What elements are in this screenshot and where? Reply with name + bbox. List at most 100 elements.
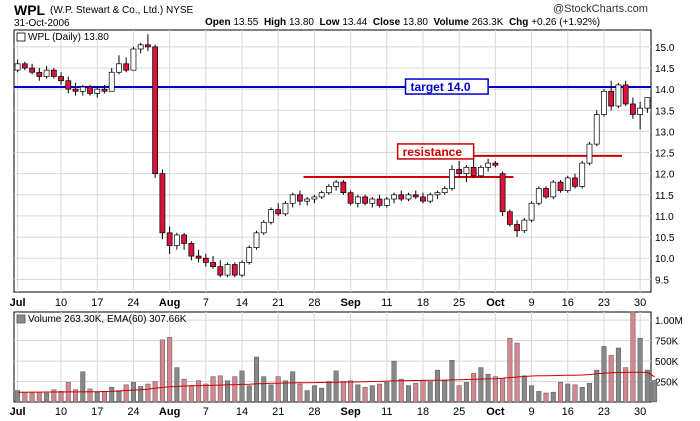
volume-bar (536, 391, 542, 403)
volume-tick-label: 500K (655, 357, 679, 368)
price-legend-swatch (16, 32, 26, 42)
candle-down (145, 44, 151, 48)
candle-up (173, 234, 180, 246)
volume-bar (406, 385, 411, 403)
volume-ema-line (17, 371, 655, 393)
ticker-symbol: WPL (14, 2, 46, 18)
volume-x-tick-label: 9 (529, 406, 535, 418)
annotation-label-box (404, 78, 489, 95)
volume-bar (550, 391, 556, 403)
price-x-tick-label: Oct (486, 297, 505, 309)
candle-up (354, 196, 361, 204)
volume-bar (159, 339, 165, 403)
candle-down (376, 198, 383, 206)
volume-x-tick-label: 7 (203, 406, 209, 418)
volume-x-tick-label: 28 (308, 406, 320, 418)
volume-panel (13, 311, 652, 403)
candle-down (50, 69, 57, 77)
volume-bar (384, 382, 390, 403)
price-x-tick-label: 16 (562, 297, 574, 309)
candle-up (79, 86, 86, 92)
candle-up (391, 194, 397, 200)
candle-down (456, 169, 463, 175)
candle-down (123, 63, 130, 71)
volume-x-tick-label: Jul (10, 406, 26, 418)
volume-bar (644, 369, 650, 403)
annotation-label: target 14.0 (411, 80, 471, 94)
volume-bar (529, 385, 535, 403)
candle-down (398, 194, 405, 200)
price-x-tick-label: 25 (453, 297, 465, 309)
candle-down (72, 88, 79, 92)
candle-up (282, 202, 289, 215)
volume-x-tick-label: Oct (486, 406, 505, 418)
volume-bar (326, 381, 332, 403)
volume-bar (601, 346, 607, 403)
annotation-label-box (396, 143, 475, 160)
volume-bar (507, 337, 513, 403)
volume-bar (73, 389, 79, 403)
volume-bar (514, 342, 520, 403)
candle-up (130, 48, 137, 71)
close-label: Close (372, 17, 401, 28)
candle-up (593, 114, 600, 145)
candle-up (405, 194, 412, 200)
volume-bar (572, 384, 578, 403)
volume-bar (311, 385, 317, 403)
volume-bar (456, 385, 462, 403)
volume-bar (123, 384, 129, 403)
volume-bar (333, 370, 339, 403)
candle-down (506, 211, 513, 225)
candle-up (478, 166, 484, 177)
volume-bar (44, 392, 50, 403)
volume-bar (420, 380, 426, 403)
candle-down (470, 166, 477, 177)
volume-bar (449, 360, 455, 403)
candle-down (340, 181, 347, 194)
high-label: High (263, 17, 287, 28)
volume-bar (217, 375, 223, 403)
volume-bar (181, 378, 187, 403)
candle-up (260, 221, 267, 234)
price-x-tick-label: 7 (203, 297, 209, 309)
watermark[interactable]: @StockCharts.com (553, 3, 648, 15)
candle-up (427, 194, 434, 202)
price-tick-label: 11.5 (655, 191, 674, 202)
volume-bar (80, 371, 86, 403)
candle-up (521, 219, 528, 232)
volume-x-tick-label: 11 (381, 406, 392, 418)
volume-bar (362, 387, 368, 403)
volume-bar (492, 376, 498, 403)
quote-date: 31-Oct-2006 (14, 18, 70, 29)
volume-bar (615, 347, 621, 403)
chg-value: +0.26 (+1.92%) (531, 17, 601, 28)
price-x-tick-label: 17 (91, 297, 103, 309)
price-x-tick-label: 30 (634, 297, 646, 309)
price-tick-label: 10.5 (655, 233, 675, 244)
price-x-tick-label: 23 (598, 297, 610, 309)
candle-down (231, 264, 238, 276)
candle-down (420, 196, 426, 202)
volume-bar (109, 387, 115, 403)
candle-down (21, 63, 28, 69)
volume-bar (22, 391, 28, 403)
volume-bar (246, 385, 252, 403)
volume-bar (261, 376, 267, 403)
volume-bar (174, 367, 180, 403)
candle-up (246, 247, 253, 263)
price-x-tick-label: 24 (127, 297, 139, 309)
candle-up (550, 181, 557, 198)
price-x-tick-label: 21 (272, 297, 284, 309)
volume-bar (297, 383, 303, 403)
candle-up (637, 107, 644, 115)
candle-down (87, 86, 93, 94)
volume-legend-swatch (16, 314, 26, 324)
candle-down (622, 84, 629, 105)
volume-bar (623, 367, 629, 403)
price-x-tick-label: 28 (308, 297, 320, 309)
candle-down (29, 67, 35, 73)
volume-bar (268, 384, 274, 403)
price-x-tick-label: Sep (341, 297, 361, 309)
price-tick-label: 12.5 (655, 149, 675, 160)
